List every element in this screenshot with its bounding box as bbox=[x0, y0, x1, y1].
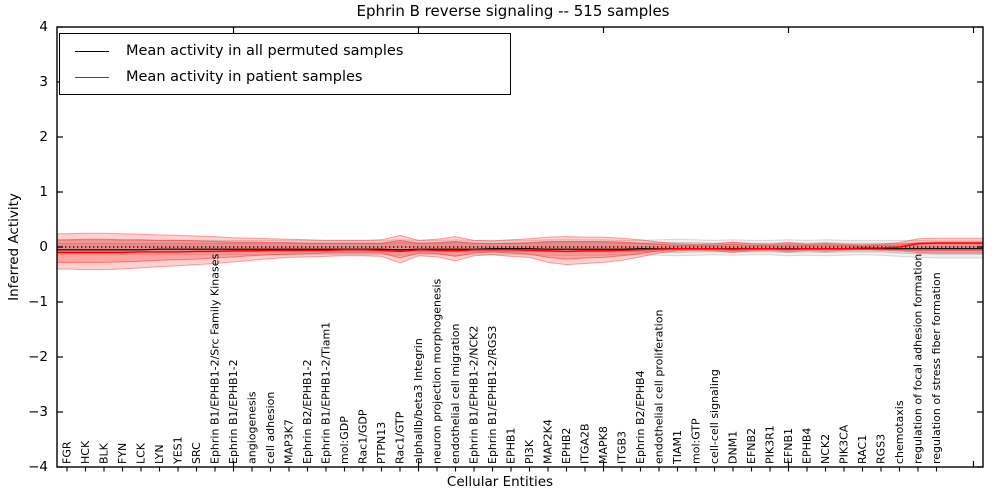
patient-line-swatch bbox=[75, 76, 109, 78]
category-label: ITGA2B bbox=[579, 423, 592, 464]
y-tick-label: −4 bbox=[28, 459, 48, 475]
category-label: NCK2 bbox=[819, 434, 832, 464]
category-label: LYN bbox=[153, 444, 166, 464]
permuted-line-swatch bbox=[75, 50, 109, 52]
y-tick-label: 3 bbox=[39, 74, 48, 90]
category-label: Ephrin B2/EPHB1-2 bbox=[301, 359, 314, 464]
legend-label-permuted: Mean activity in all permuted samples bbox=[126, 43, 404, 59]
category-label: Ephrin B2/EPHB4 bbox=[634, 370, 647, 464]
category-label: EPHB4 bbox=[801, 428, 814, 464]
y-tick-label: −3 bbox=[28, 404, 48, 420]
y-tick-label: −1 bbox=[28, 294, 48, 310]
category-label: HCK bbox=[79, 440, 92, 464]
y-axis-label: Inferred Activity bbox=[6, 193, 22, 301]
category-label: PIK3R1 bbox=[764, 425, 777, 464]
category-label: MAP2K4 bbox=[542, 419, 555, 464]
category-label: Rac1/GTP bbox=[394, 411, 407, 464]
series-lines bbox=[57, 242, 983, 254]
category-label: mol:GDP bbox=[338, 416, 351, 464]
category-label: PIK3CA bbox=[838, 424, 851, 464]
y-tick-label: 4 bbox=[39, 19, 48, 35]
y-axis-ticks: 4 3 2 1 0 −1 −2 −3 −4 bbox=[28, 19, 983, 475]
x-axis-ticks bbox=[66, 27, 975, 472]
y-tick-label: 1 bbox=[39, 184, 48, 200]
category-label: ITGB3 bbox=[616, 431, 629, 464]
category-label: EFNB1 bbox=[782, 428, 795, 464]
y-tick-label: 2 bbox=[39, 129, 48, 145]
category-label: Ephrin B1/EPHB1-2/NCK2 bbox=[468, 326, 481, 464]
category-label: PI3K bbox=[523, 439, 536, 464]
category-label: EPHB2 bbox=[560, 428, 573, 464]
legend-item-patient: Mean activity in patient samples bbox=[60, 64, 510, 90]
category-label: LCK bbox=[135, 442, 148, 464]
category-label: chemotaxis bbox=[893, 400, 906, 464]
category-label: cell adhesion bbox=[264, 392, 277, 464]
y-tick-label: 0 bbox=[39, 239, 48, 255]
legend-item-permuted: Mean activity in all permuted samples bbox=[60, 38, 510, 64]
category-label: Rac1/GDP bbox=[357, 409, 370, 464]
category-label: Ephrin B1/EPHB1-2/RGS3 bbox=[486, 326, 499, 464]
category-label: Ephrin B1/EPHB1-2/Src Family Kinases bbox=[209, 254, 222, 464]
plot-frame bbox=[56, 26, 984, 468]
frame bbox=[56, 26, 984, 468]
category-label: FGR bbox=[61, 441, 74, 464]
category-label: TIAM1 bbox=[671, 430, 684, 465]
category-label: regulation of stress fiber formation bbox=[930, 272, 943, 464]
category-label: RAC1 bbox=[856, 435, 869, 464]
category-label: angiogenesis bbox=[246, 391, 259, 464]
category-label: DNM1 bbox=[727, 431, 740, 464]
category-label: Ephrin B1/EPHB1-2 bbox=[227, 359, 240, 464]
legend: Mean activity in all permuted samples Me… bbox=[59, 33, 511, 95]
category-label: FYN bbox=[116, 443, 129, 464]
category-label: regulation of focal adhesion formation bbox=[912, 254, 925, 464]
category-label: alphaIIb/beta3 Integrin bbox=[412, 338, 425, 464]
category-label: MAP3K7 bbox=[283, 419, 296, 464]
category-label: Ephrin B1/EPHB1-2/Tiam1 bbox=[320, 322, 333, 464]
chart-title: Ephrin B reverse signaling -- 515 sample… bbox=[356, 2, 670, 20]
category-label: EPHB1 bbox=[505, 428, 518, 464]
y-tick-label: −2 bbox=[28, 349, 48, 365]
category-label: endothelial cell migration bbox=[449, 324, 462, 464]
patient-mean-line bbox=[57, 242, 983, 254]
confidence-bands bbox=[56, 232, 984, 271]
category-label: PTPN13 bbox=[375, 422, 388, 464]
category-label: MAPK8 bbox=[597, 426, 610, 464]
category-label: mol:GTP bbox=[690, 418, 703, 464]
category-label: EFNB2 bbox=[745, 428, 758, 464]
category-label: endothelial cell proliferation bbox=[653, 310, 666, 464]
category-label: YES1 bbox=[172, 436, 185, 465]
x-axis-label: Cellular Entities bbox=[446, 474, 554, 490]
legend-label-patient: Mean activity in patient samples bbox=[126, 69, 363, 85]
category-label: RGS3 bbox=[875, 434, 888, 464]
category-label: cell-cell signaling bbox=[708, 369, 721, 464]
category-labels: FGR HCK BLK FYN LCK LYN YES1 SRC Ephrin B1/EPHB1… bbox=[61, 254, 944, 465]
category-label: neuron projection morphogenesis bbox=[431, 278, 444, 464]
category-label: SRC bbox=[190, 442, 203, 464]
category-label: BLK bbox=[98, 442, 111, 464]
